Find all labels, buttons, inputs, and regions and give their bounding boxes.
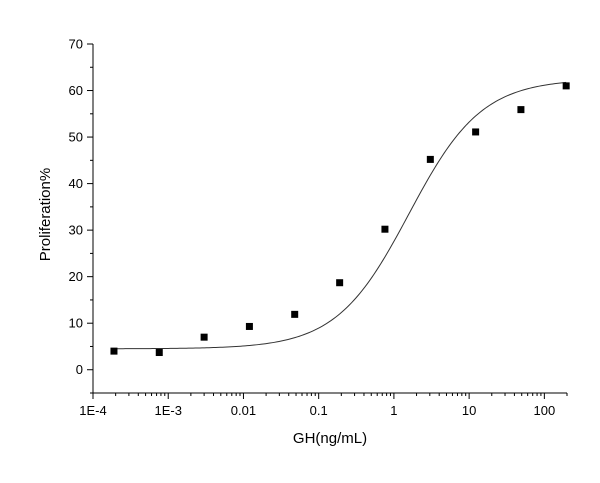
data-point [110, 347, 118, 355]
data-points-layer [110, 82, 570, 357]
y-tick-label: 30 [69, 223, 83, 238]
data-point [200, 333, 208, 341]
x-tick-label: 100 [534, 403, 556, 418]
data-point [381, 225, 389, 233]
x-axis: 1E-4 1E-3 0.01 0.1 1 10 100 [79, 392, 568, 418]
y-axis: 0 10 20 30 40 50 60 70 [69, 37, 94, 394]
data-point [517, 106, 525, 114]
data-point [562, 82, 570, 90]
x-tick-label: 1 [390, 403, 397, 418]
fit-curve-layer [113, 81, 567, 350]
y-tick-label: 50 [69, 130, 83, 145]
y-tick-label: 20 [69, 269, 83, 284]
fit-curve [113, 81, 567, 350]
x-axis-title: GH(ng/mL) [293, 430, 367, 447]
x-tick-label: 0.1 [310, 403, 328, 418]
x-tick-label: 1E-3 [154, 403, 181, 418]
data-point [472, 128, 480, 136]
data-point [245, 322, 253, 330]
y-axis-title: Proliferation% [37, 168, 54, 261]
x-tick-label: 1E-4 [79, 403, 106, 418]
data-point [155, 349, 163, 357]
x-tick-label: 10 [462, 403, 476, 418]
y-tick-label: 60 [69, 83, 83, 98]
y-tick-label: 10 [69, 316, 83, 331]
data-point [336, 279, 344, 287]
y-tick-label: 40 [69, 176, 83, 191]
y-tick-label: 0 [76, 362, 83, 377]
y-tick-label: 70 [69, 37, 83, 52]
x-tick-label: 0.01 [231, 403, 256, 418]
data-point [426, 155, 434, 163]
data-point [291, 310, 299, 318]
